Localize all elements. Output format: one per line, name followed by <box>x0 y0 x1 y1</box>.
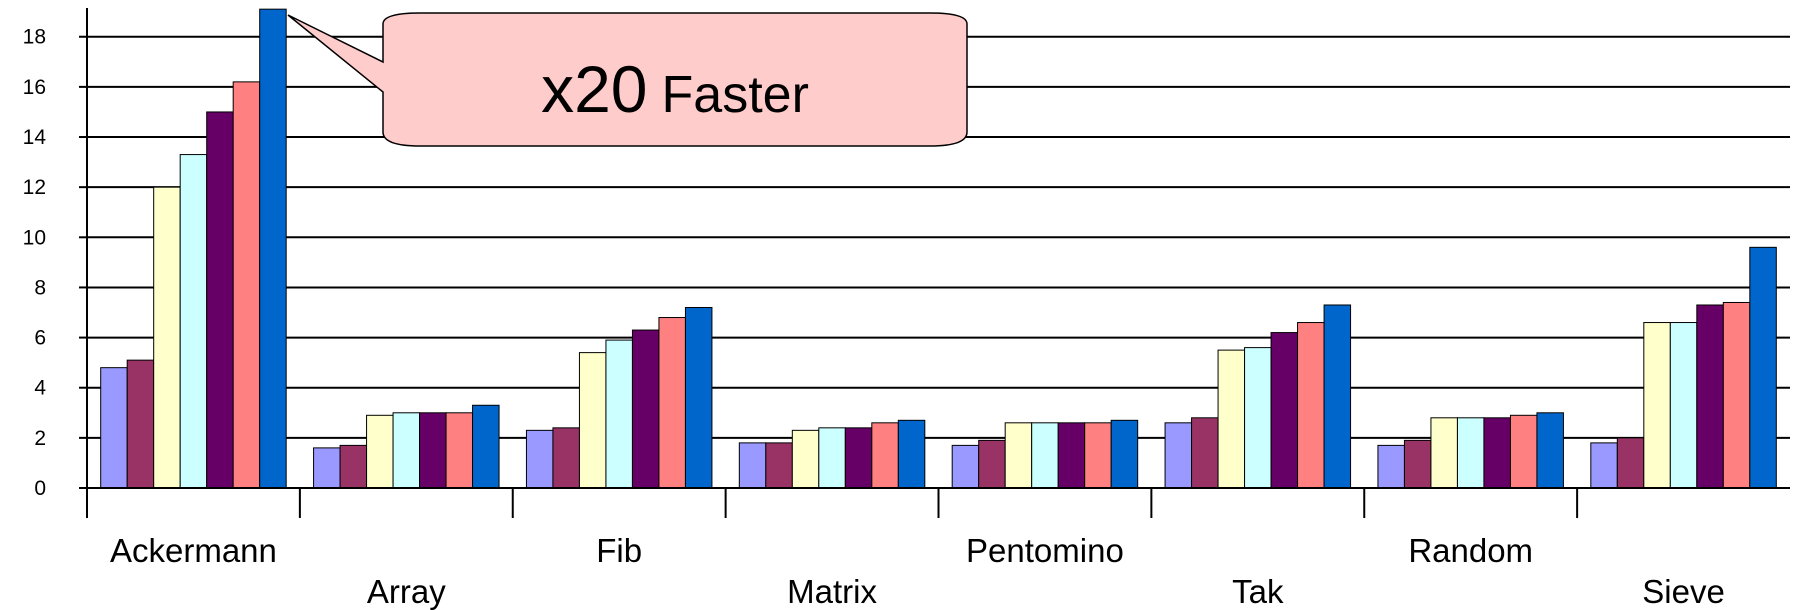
bar <box>1456 417 1485 489</box>
bar <box>578 352 607 489</box>
bar <box>844 427 873 489</box>
bar <box>818 427 846 489</box>
bar <box>1430 417 1458 489</box>
bar <box>871 422 899 489</box>
bar <box>1110 419 1139 489</box>
bar <box>1377 444 1405 489</box>
callout-multiplier: x20 <box>541 52 647 126</box>
axes <box>79 8 1790 518</box>
bar <box>232 81 261 489</box>
bar <box>1722 301 1751 489</box>
bar <box>1244 347 1272 489</box>
bar <box>1164 422 1193 489</box>
bar <box>658 317 686 489</box>
bar <box>1217 349 1246 489</box>
bar <box>179 154 208 489</box>
bar <box>765 442 793 489</box>
bar <box>1297 322 1325 489</box>
bar <box>313 447 341 489</box>
bar <box>552 427 580 489</box>
speedup-callout: x20 Faster <box>287 12 968 147</box>
bar <box>1084 422 1112 489</box>
category-label: Random <box>1408 532 1533 569</box>
bar <box>153 186 181 489</box>
y-tick-label: 4 <box>34 377 46 400</box>
bar <box>1323 304 1352 489</box>
y-tick-label: 12 <box>23 176 46 199</box>
bar <box>791 429 820 489</box>
y-tick-label: 8 <box>34 276 46 299</box>
bar <box>259 8 287 489</box>
bar <box>126 359 155 489</box>
bar <box>1031 422 1059 489</box>
bar <box>1696 304 1724 489</box>
bar <box>392 412 421 489</box>
bar <box>1643 322 1671 489</box>
bar <box>366 414 394 489</box>
bar <box>605 339 633 489</box>
bar <box>1669 322 1698 489</box>
category-label: Sieve <box>1642 573 1725 610</box>
bar <box>1483 417 1511 489</box>
category-label: Fib <box>596 532 642 569</box>
bar <box>525 429 554 489</box>
bar <box>1509 414 1538 489</box>
bar <box>738 442 767 489</box>
bar <box>684 306 713 489</box>
y-tick-label: 16 <box>23 76 46 99</box>
category-label: Ackermann <box>110 532 277 569</box>
bar <box>1403 439 1432 489</box>
bar <box>445 412 474 489</box>
bar <box>1057 422 1086 489</box>
callout-bubble <box>287 12 968 147</box>
bar <box>897 419 926 489</box>
bar <box>472 404 500 489</box>
bar <box>1616 437 1645 489</box>
y-tick-label: 10 <box>23 226 46 249</box>
y-tick-label: 18 <box>23 26 46 49</box>
category-label: Tak <box>1232 573 1284 610</box>
bar <box>1270 332 1299 489</box>
bar <box>100 367 128 489</box>
callout-text: x20 Faster <box>541 52 809 126</box>
category-label: Array <box>367 573 446 610</box>
bar <box>1749 246 1777 489</box>
bar <box>978 439 1006 489</box>
axis-labels: 0 2 4 6 8 10 12 14 16 18 Ackermann Array Fib Matrix Pe… <box>23 26 1725 610</box>
bar <box>1004 422 1033 489</box>
y-tick-label: 0 <box>34 477 46 500</box>
bar <box>1191 417 1219 489</box>
bar <box>206 111 234 489</box>
y-tick-label: 6 <box>34 327 46 350</box>
callout-word: Faster <box>662 66 809 124</box>
bar <box>419 412 447 489</box>
category-label: Pentomino <box>966 532 1124 569</box>
bar <box>1536 412 1564 489</box>
bar <box>631 329 660 489</box>
y-tick-label: 2 <box>34 427 46 450</box>
category-label: Matrix <box>787 573 877 610</box>
bar <box>339 444 368 489</box>
bar <box>1590 442 1618 489</box>
bar <box>951 444 980 489</box>
y-tick-label: 14 <box>23 126 47 149</box>
